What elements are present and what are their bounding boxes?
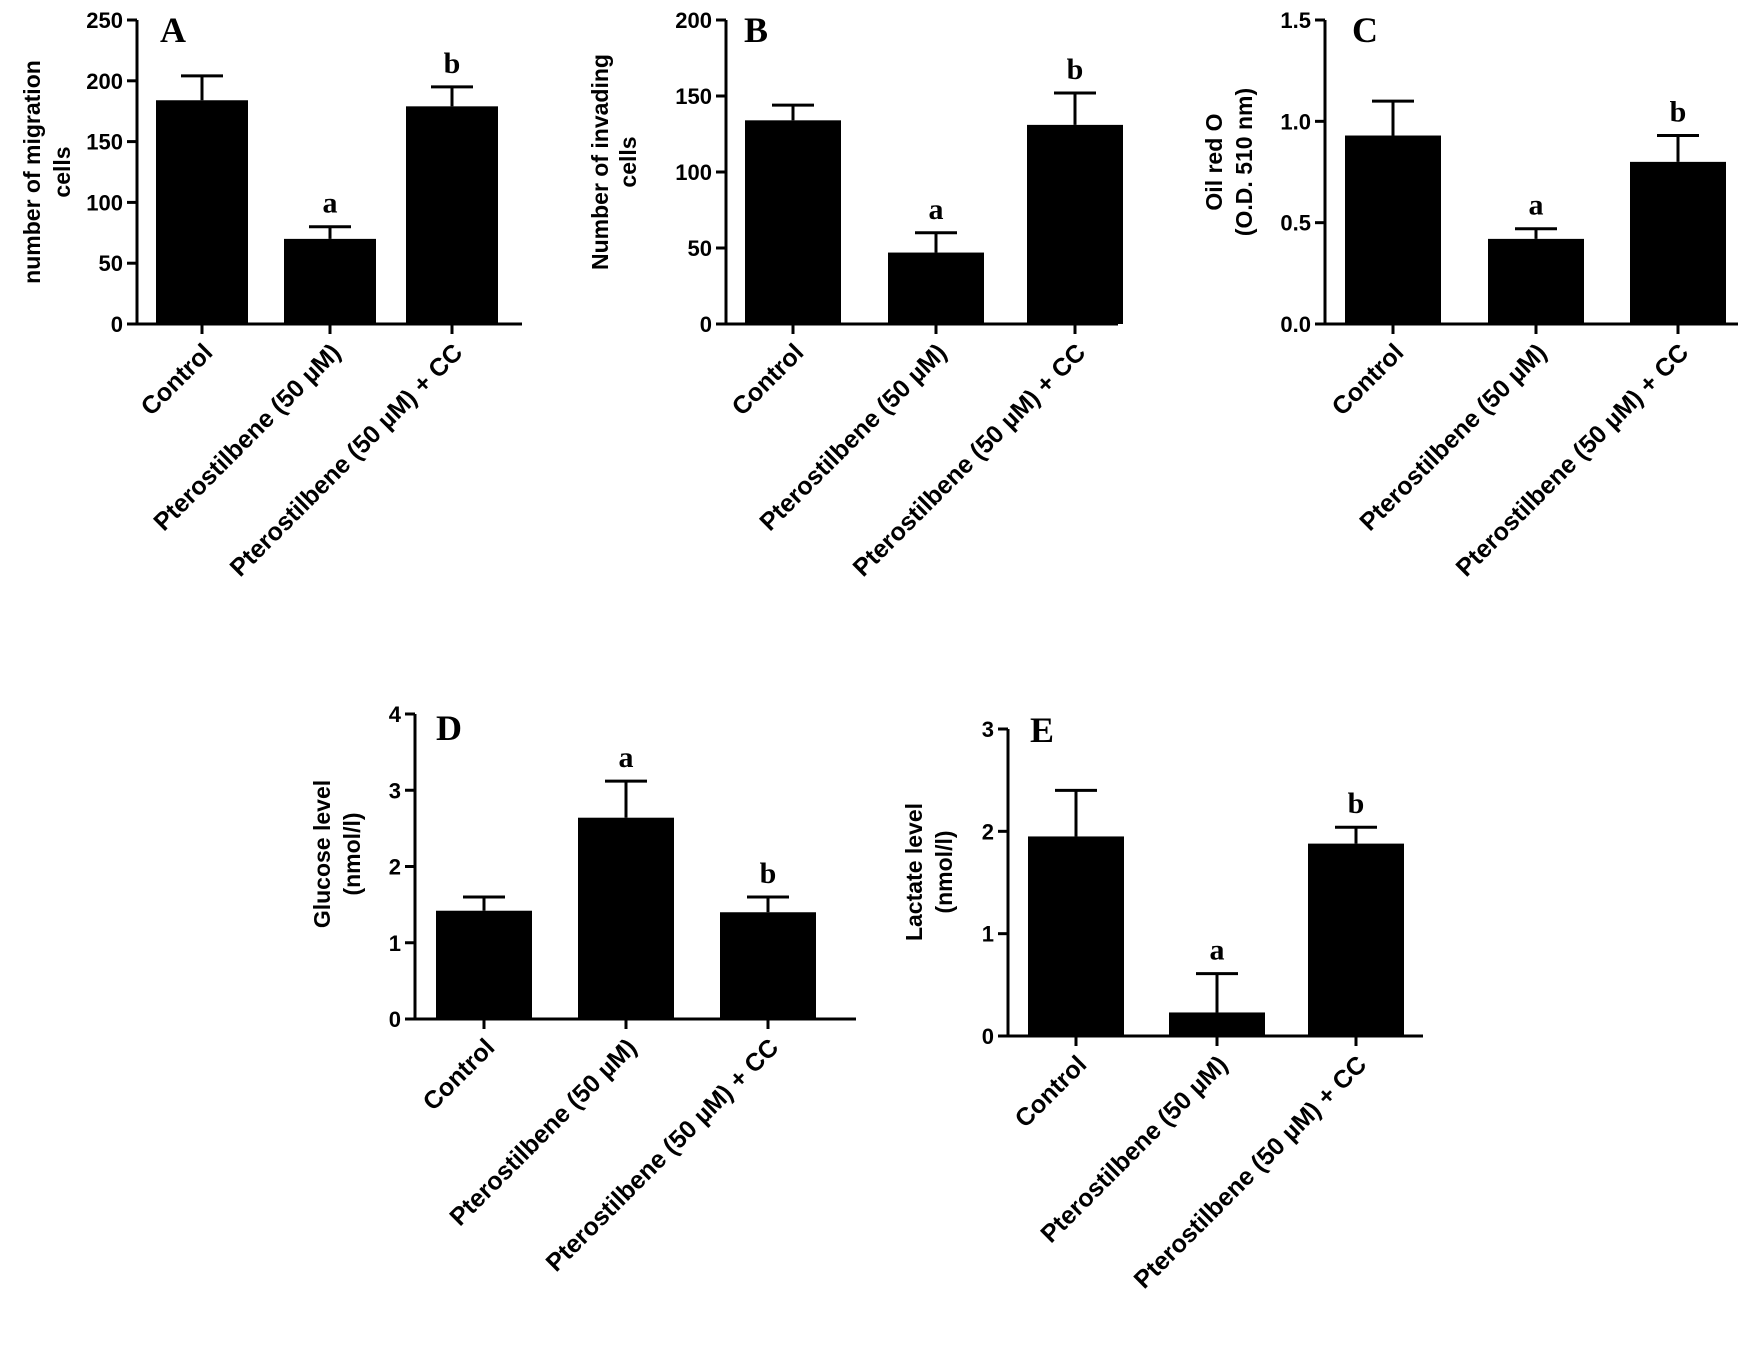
y-tick-label: 50 [99,251,123,276]
bar-b-2 [888,252,984,324]
error-bar-a-1 [181,74,223,101]
y-tick-label: 1 [389,931,401,956]
bar-b-3 [1027,124,1123,324]
panel-label: E [1030,710,1054,750]
y-tick-label: 0 [982,1024,994,1049]
x-tick-label: Control [727,338,810,421]
bar-e-3 [1308,843,1404,1036]
y-axis-label: cells [49,146,75,197]
error-bar-c-3 [1657,134,1699,162]
significance-label-a-2: a [323,187,338,220]
y-tick-label: 250 [86,8,123,33]
y-axis-label: (O.D. 510 nm) [1231,88,1257,236]
bar-e-2 [1169,1012,1265,1036]
panel-label: B [744,10,768,50]
y-tick-label: 0.5 [1280,211,1311,236]
bar-a-3 [406,106,498,324]
bar-e-1 [1028,836,1124,1036]
error-bar-b-1 [772,103,814,121]
significance-label-e-2: a [1210,934,1225,967]
y-tick-label: 100 [86,190,123,215]
y-tick-label: 0 [389,1007,401,1032]
significance-label-e-3: b [1348,787,1365,820]
y-axis-label: number of migration [19,60,45,284]
y-tick-label: 50 [688,236,712,261]
y-tick-label: 3 [982,717,994,742]
significance-label-a-3: b [444,47,461,80]
panel-label: D [436,708,462,748]
y-tick-label: 1 [982,922,994,947]
error-bar-a-3 [431,85,473,107]
y-tick-label: 150 [86,130,123,155]
error-bar-b-3 [1054,91,1096,125]
y-axis-label: (nmol/l) [339,812,365,895]
x-tick-label: Pterostilbene (50 µM) + CC [848,338,1092,582]
bar-b-1 [745,120,841,324]
bar-d-1 [436,910,532,1019]
significance-label-b-2: a [929,193,944,226]
y-axis-label: Glucose level [309,780,335,928]
y-tick-label: 2 [982,819,994,844]
chart-panel-b: a b 0 50 100 150 200 Control Pterostilbene (50 µ… [587,8,1123,582]
error-bar-e-3 [1335,825,1377,844]
y-tick-label: 4 [389,702,402,727]
y-tick-label: 200 [675,8,712,33]
error-bar-e-2 [1196,972,1238,1013]
significance-label-d-2: a [619,741,634,774]
x-tick-label: Pterostilbene (50 µM) + CC [1129,1050,1373,1294]
y-tick-label: 0 [700,312,712,337]
panel-label: A [160,10,186,50]
bar-c-1 [1345,135,1441,324]
bar-d-3 [720,912,816,1019]
y-axis-label: Number of invading [587,54,613,270]
y-tick-label: 200 [86,69,123,94]
bar-d-2 [578,817,674,1019]
y-axis-label: (nmol/l) [931,830,957,913]
y-tick-label: 150 [675,84,712,109]
bar-c-3 [1630,161,1726,324]
x-tick-label: Control [1010,1050,1093,1133]
significance-label-c-3: b [1670,96,1687,129]
error-bar-c-2 [1515,227,1557,239]
y-tick-label: 1.5 [1280,8,1311,33]
y-tick-label: 2 [389,855,401,880]
error-bar-d-2 [605,779,647,818]
y-axis-label: Lactate level [901,803,927,941]
x-tick-label: Control [1327,338,1410,421]
significance-label-d-3: b [760,857,777,890]
y-axis-label: cells [615,136,641,187]
error-bar-e-1 [1055,788,1097,837]
bar-c-2 [1488,238,1584,324]
y-tick-label: 100 [675,160,712,185]
error-bar-c-1 [1372,99,1414,136]
significance-label-c-2: a [1529,189,1544,222]
panel-label: C [1352,10,1378,50]
bar-a-1 [156,100,248,324]
x-tick-label: Pterostilbene (50 µM) + CC [1451,338,1695,582]
y-tick-label: 3 [389,778,401,803]
significance-label-b-3: b [1067,53,1084,86]
chart-panel-c: a b 0.0 0.5 1.0 1.5 Control Pterostilbene (50 µ… [1201,8,1738,582]
error-bar-d-3 [747,895,789,913]
x-tick-label: Control [136,338,219,421]
error-bar-d-1 [463,895,505,911]
x-tick-label: Control [418,1033,501,1116]
error-bar-a-2 [309,225,351,239]
x-tick-label: Pterostilbene (50 µM) + CC [225,338,469,582]
y-tick-label: 0.0 [1280,312,1311,337]
bar-a-2 [284,238,376,324]
y-axis-label: Oil red O [1201,113,1227,210]
y-tick-label: 1.0 [1280,109,1311,134]
y-tick-label: 0 [111,312,123,337]
x-tick-label: Pterostilbene (50 µM) + CC [541,1033,785,1277]
error-bar-b-2 [915,231,957,253]
